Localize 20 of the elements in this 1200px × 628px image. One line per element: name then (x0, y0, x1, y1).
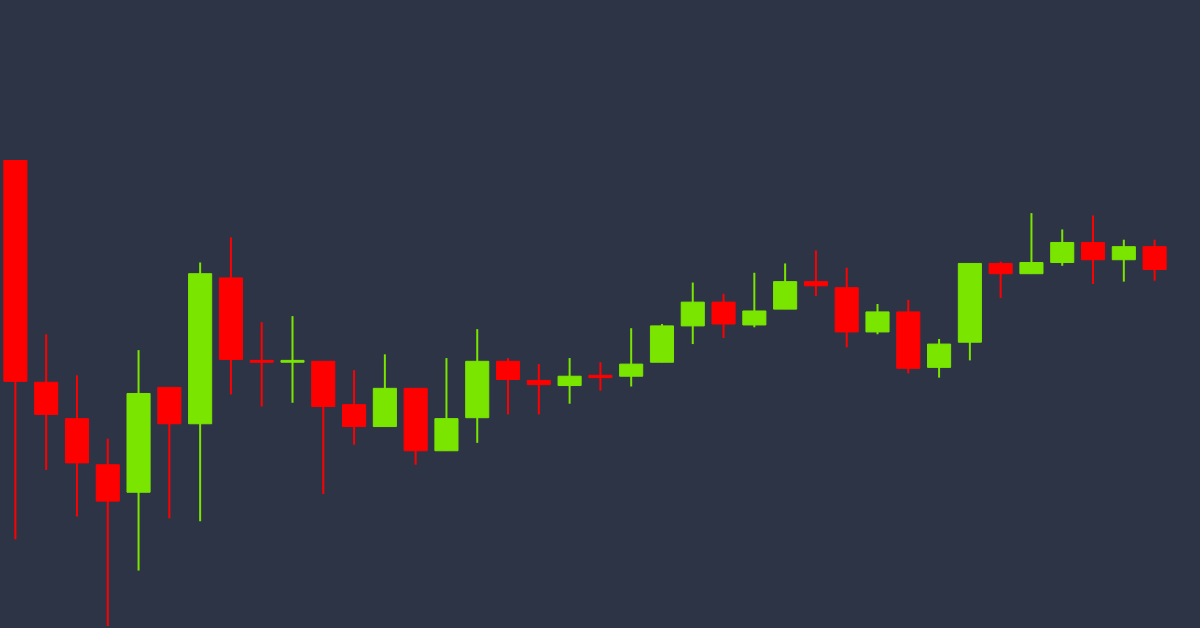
candlestick (249, 321, 274, 408)
candlestick (342, 369, 367, 446)
candlestick (1050, 228, 1075, 267)
candlestick (711, 292, 736, 340)
candlestick (526, 363, 551, 416)
candlestick (557, 357, 582, 405)
candlestick (495, 357, 521, 416)
candlestick (619, 327, 644, 388)
candlestick (742, 271, 767, 329)
candlestick (680, 281, 705, 346)
candlestick (865, 302, 890, 336)
candlestick (280, 315, 305, 404)
candlestick (1080, 214, 1106, 285)
candlestick (988, 260, 1013, 299)
candlestick (1019, 212, 1044, 275)
candlestick (803, 249, 828, 298)
candlestick (927, 337, 952, 379)
candlestick (588, 361, 613, 392)
candlestick (1142, 238, 1167, 282)
candlestick (1111, 238, 1136, 283)
